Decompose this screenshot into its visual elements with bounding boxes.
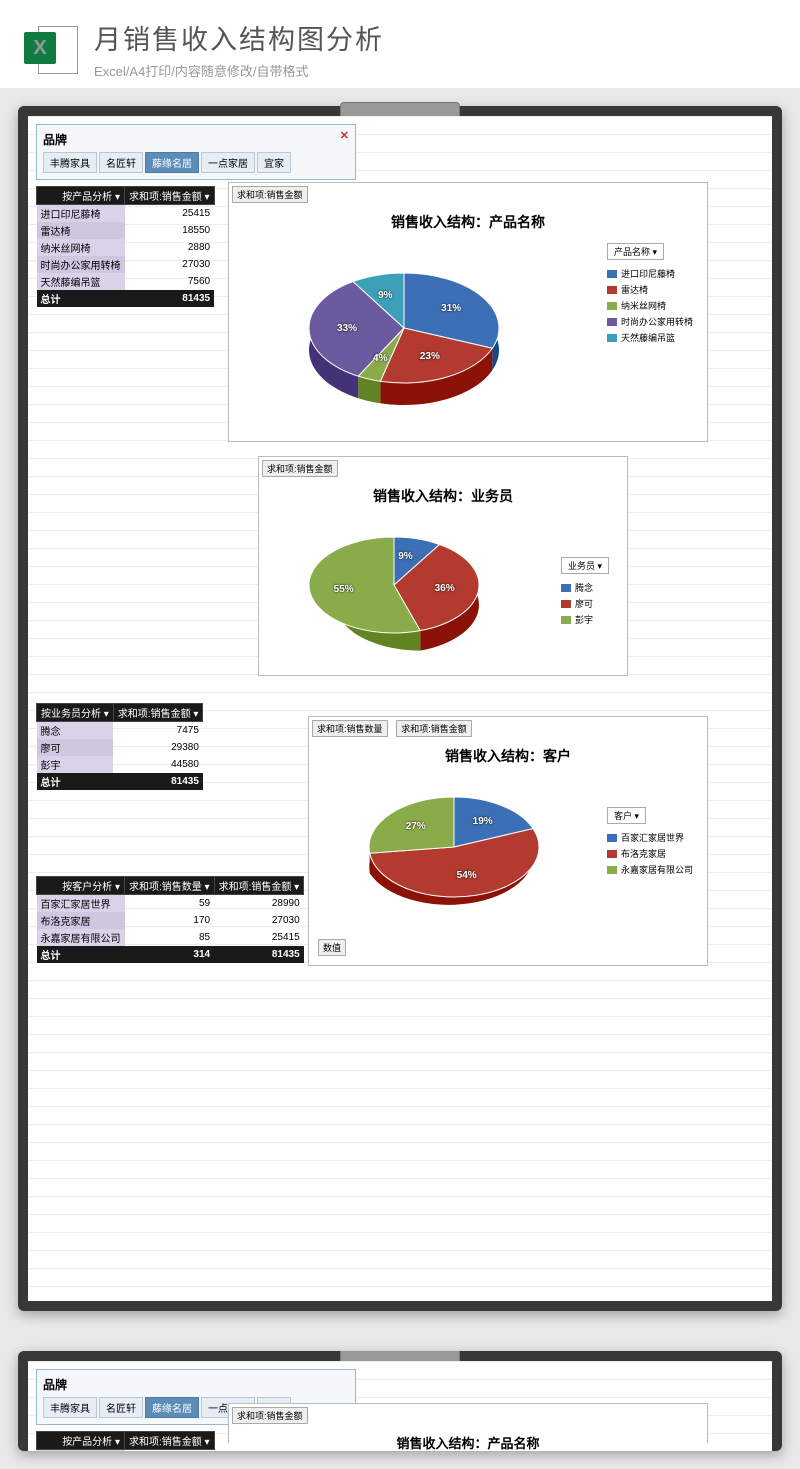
clipboard-frame-preview: 品牌 丰腾家具名匠轩藤缘名居一点家居宜家 按产品分析 ▾求和项:销售金额 ▾进口… xyxy=(18,1351,782,1451)
chart-axis-label[interactable]: 数值 xyxy=(318,939,346,956)
legend-item: 纳米丝网椅 xyxy=(607,299,693,312)
legend-title[interactable]: 产品名称 ▾ xyxy=(607,243,664,260)
legend-item: 布洛克家居 xyxy=(607,847,693,860)
slicer-option[interactable]: 丰腾家具 xyxy=(43,1397,97,1418)
legend-title[interactable]: 客户 ▾ xyxy=(607,807,646,824)
legend-item: 廖可 xyxy=(561,597,609,610)
slicer-option[interactable]: 藤缘名居 xyxy=(145,1397,199,1418)
legend-item: 雷达椅 xyxy=(607,283,693,296)
excel-icon: X xyxy=(24,22,78,76)
spreadsheet-area: 品牌 ✕ 丰腾家具名匠轩藤缘名居一点家居宜家 按产品分析 ▾求和项:销售金额 ▾… xyxy=(28,116,772,1301)
chart-title: 销售收入结构：客户 xyxy=(309,740,707,770)
slicer-option[interactable]: 丰腾家具 xyxy=(43,152,97,173)
slicer-option[interactable]: 名匠轩 xyxy=(99,152,143,173)
legend-item: 进口印尼藤椅 xyxy=(607,267,693,280)
page-subtitle: Excel/A4打印/内容随意修改/自带格式 xyxy=(94,61,384,80)
chart-title: 销售收入结构：产品名称 xyxy=(229,206,707,236)
legend-title[interactable]: 业务员 ▾ xyxy=(561,557,609,574)
legend-item: 腾念 xyxy=(561,581,609,594)
page-title: 月销售收入结构图分析 xyxy=(94,18,384,57)
salesperson-pivot-table: 按业务员分析 ▾求和项:销售金额 ▾腾念7475廖可29380彭宇44580总计… xyxy=(36,703,203,790)
slicer-option[interactable]: 宜家 xyxy=(257,152,291,173)
clipboard-frame: 品牌 ✕ 丰腾家具名匠轩藤缘名居一点家居宜家 按产品分析 ▾求和项:销售金额 ▾… xyxy=(18,106,782,1311)
slicer-option[interactable]: 名匠轩 xyxy=(99,1397,143,1418)
chart-field-button[interactable]: 求和项:销售金额 xyxy=(262,460,338,477)
legend-item: 百家汇家居世界 xyxy=(607,831,693,844)
chart-field-button[interactable]: 求和项:销售数量 xyxy=(312,720,388,737)
slicer-option[interactable]: 一点家居 xyxy=(201,152,255,173)
product-pie-chart[interactable]: 求和项:销售金额 销售收入结构：产品名称 31%23%4%33%9% 产品名称 … xyxy=(228,182,708,442)
legend-item: 天然藤编吊篮 xyxy=(607,331,693,344)
page-header: X 月销售收入结构图分析 Excel/A4打印/内容随意修改/自带格式 xyxy=(0,0,800,88)
slicer-option[interactable]: 藤缘名居 xyxy=(145,152,199,173)
legend-item: 时尚办公家用转椅 xyxy=(607,315,693,328)
legend-item: 彭宇 xyxy=(561,613,609,626)
slicer-clear-icon[interactable]: ✕ xyxy=(340,129,349,142)
brand-slicer[interactable]: 品牌 ✕ 丰腾家具名匠轩藤缘名居一点家居宜家 xyxy=(36,124,356,180)
product-pivot-table: 按产品分析 ▾求和项:销售金额 ▾进口印尼藤椅25415雷达椅18550纳米丝网… xyxy=(36,186,215,307)
customer-pie-chart[interactable]: 求和项:销售数量 求和项:销售金额 销售收入结构：客户 19%54%27% 客户… xyxy=(308,716,708,966)
legend-item: 永嘉家居有限公司 xyxy=(607,863,693,876)
slicer-title: 品牌 xyxy=(43,129,349,152)
salesperson-pie-chart[interactable]: 求和项:销售金额 销售收入结构：业务员 9%36%55% 业务员 ▾腾念廖可彭宇 xyxy=(258,456,628,676)
product-pivot-table-preview: 按产品分析 ▾求和项:销售金额 ▾进口印尼藤椅25415雷达椅18550纳米丝网… xyxy=(36,1431,215,1451)
chart-field-button[interactable]: 求和项:销售金额 xyxy=(232,186,308,203)
chart-title: 销售收入结构：业务员 xyxy=(259,480,627,510)
customer-pivot-table: 按客户分析 ▾求和项:销售数量 ▾求和项:销售金额 ▾百家汇家居世界592899… xyxy=(36,876,304,963)
chart-field-button[interactable]: 求和项:销售金额 xyxy=(396,720,472,737)
